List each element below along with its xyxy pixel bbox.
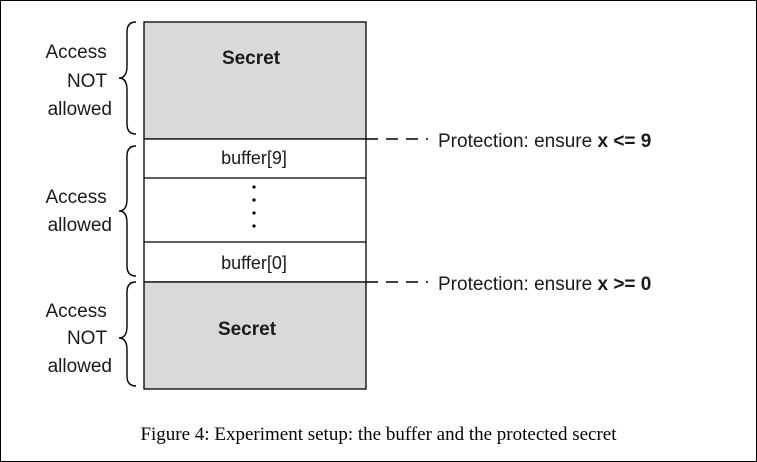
middle-access-label: Access allowed [45,187,112,236]
buffer-0-label: buffer[0] [221,253,287,273]
figure-caption: Figure 4: Experiment setup: the buffer a… [140,424,617,445]
middle-brace-icon [118,145,137,277]
top-secret-label: Secret [222,48,281,69]
buffer-9-label: buffer[9] [221,148,287,168]
top-access-label: Access NOT allowed [45,42,112,120]
lower-protection-label: Protection: ensure x >= 0 [438,274,651,295]
memory-layout-diagram: Secret buffer[9] buffer[0] Secret Access… [45,21,651,390]
top-secret-region [143,21,367,140]
buffer-region [143,138,367,283]
ellipsis-dots [252,185,256,228]
bottom-brace-icon [118,281,137,387]
upper-protection-label: Protection: ensure x <= 9 [438,131,651,152]
bottom-secret-region [143,281,367,390]
bottom-access-label: Access NOT allowed [45,301,112,377]
top-brace-icon [118,21,137,135]
bottom-secret-label: Secret [218,319,277,340]
